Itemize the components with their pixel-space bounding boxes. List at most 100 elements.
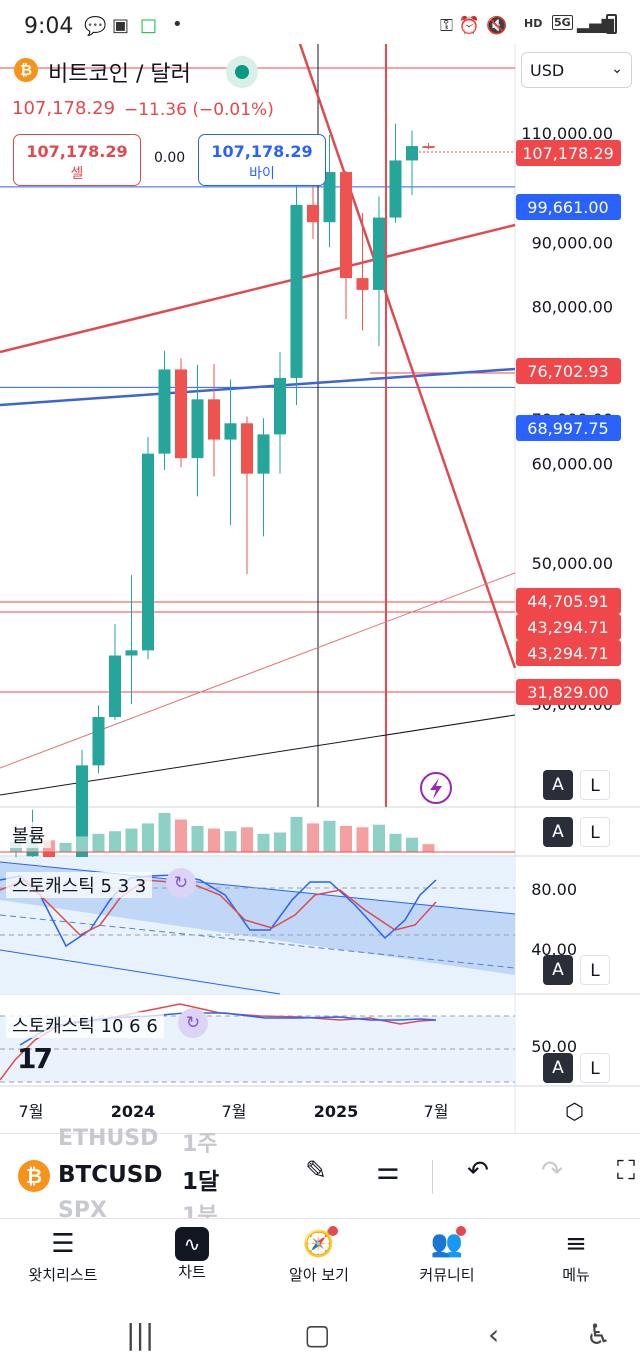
currency-select[interactable]: USD ⌄ <box>521 52 632 88</box>
log-scale-button-stoch1[interactable]: L <box>580 955 610 985</box>
stoch1-d-line <box>0 879 437 936</box>
home-icon[interactable]: ▢ <box>304 1318 331 1351</box>
nav-community[interactable]: 👥 커뮤니티 <box>387 1224 507 1285</box>
price-badge-3 <box>516 415 621 441</box>
draw-pen-icon[interactable]: ✎ <box>305 1156 327 1186</box>
log-scale-button-volume[interactable]: L <box>580 817 610 847</box>
buy-price: 107,178.29 <box>211 142 313 161</box>
candle-body-10 <box>175 369 187 459</box>
fullscreen-icon[interactable]: ⛶ <box>616 1156 636 1186</box>
menu-icon: ≡ <box>565 1229 587 1259</box>
nav-menu[interactable]: ≡ 메뉴 <box>516 1224 636 1285</box>
app-notify-icon: □ <box>140 15 158 36</box>
volume-title[interactable]: 볼륨 <box>6 822 52 848</box>
volume-bar-9 <box>158 813 171 852</box>
volume-bar-25 <box>422 844 435 852</box>
symbol-title[interactable]: 비트코인 / 달러 <box>48 62 191 87</box>
stoch1-level-label-1: 40.00 <box>531 940 577 959</box>
5g-icon: 5G <box>552 15 573 30</box>
community-badge <box>456 1226 466 1236</box>
candle-body-13 <box>224 423 237 440</box>
nav-chart[interactable]: ∿ 차트 <box>132 1224 252 1282</box>
back-icon[interactable]: ‹ <box>488 1318 500 1351</box>
price-badge-label-2: 76,702.93 <box>527 362 608 381</box>
chart-icon: ∿ <box>175 1227 209 1261</box>
undo-icon[interactable]: ↶ <box>467 1156 489 1186</box>
chart-area[interactable]: 110,000.00 90,000.00 80,000.00 60,000.00 50,… <box>0 44 640 1134</box>
recent-apps-icon[interactable]: ||| <box>126 1318 155 1351</box>
price-tick-1: 90,000.00 <box>532 233 613 252</box>
refresh-cycle-icon-2[interactable]: ↻ <box>178 1008 208 1038</box>
time-label-2: 7월 <box>222 1102 247 1121</box>
trendline-red-up <box>0 223 516 354</box>
candle-body-23 <box>389 160 402 218</box>
price-badge-label-7: 31,829.00 <box>527 683 608 702</box>
candle-body-16 <box>274 377 286 435</box>
refresh-cycle-icon[interactable]: ↻ <box>166 868 196 898</box>
nav-menu-label: 메뉴 <box>562 1266 590 1284</box>
volume-bar-13 <box>224 831 237 852</box>
volume-bar-22 <box>373 824 385 852</box>
nav-watchlist[interactable]: ☰ 왓치리스트 <box>3 1224 123 1285</box>
volume-bar-19 <box>323 820 336 852</box>
buy-label: 바이 <box>249 166 275 182</box>
candle-body-5 <box>92 716 105 766</box>
volume-bar-20 <box>340 826 352 852</box>
volume-bar-11 <box>191 826 204 852</box>
candle-body-7 <box>125 650 138 656</box>
volume-bar-4 <box>76 836 88 852</box>
sell-label: 셀 <box>70 166 84 182</box>
price-badge-5 <box>516 614 621 640</box>
candle-body-9 <box>158 369 171 454</box>
candle-body-24 <box>406 146 418 161</box>
explore-badge <box>328 1226 338 1236</box>
accessibility-icon[interactable]: ♿ <box>586 1318 612 1351</box>
volume-bar-18 <box>307 823 319 852</box>
price-badge-7 <box>516 679 621 705</box>
volume-bar-21 <box>356 827 369 852</box>
price-tick-3: 60,000.00 <box>532 455 613 474</box>
volume-bar-16 <box>274 832 286 852</box>
log-scale-button[interactable]: L <box>580 770 610 800</box>
trendline-thin-red <box>0 572 516 769</box>
candle-body-20 <box>340 172 352 279</box>
auto-scale-button-stoch2[interactable]: A <box>543 1053 573 1083</box>
stoch1-channel-mid <box>0 914 516 969</box>
log-scale-button-stoch2[interactable]: L <box>580 1053 610 1083</box>
indicators-sliders-icon[interactable]: ⚌ <box>376 1156 400 1186</box>
auto-scale-button-volume[interactable]: A <box>543 817 573 847</box>
price-badge-label-5: 43,294.71 <box>527 618 608 637</box>
sell-button[interactable]: 107,178.29 셀 <box>13 134 141 186</box>
more-notify-icon: • <box>172 14 183 35</box>
volume-bar-3 <box>59 842 72 852</box>
last-price: 107,178.29 <box>12 98 116 119</box>
currency-value: USD <box>530 61 565 80</box>
chart-settings-hexagon-icon[interactable]: ⬡ <box>565 1100 585 1125</box>
interval-selector[interactable]: 1달 <box>182 1169 220 1195</box>
volume-bar-24 <box>406 837 418 852</box>
price-tick-2: 80,000.00 <box>532 298 613 317</box>
candle-body-11 <box>191 399 204 459</box>
price-badge-label-3: 68,997.75 <box>527 419 608 438</box>
nav-explore-label: 알아 보기 <box>289 1266 349 1284</box>
candle-body-22 <box>373 217 385 290</box>
symbol-selector[interactable]: BTCUSD <box>58 1162 163 1188</box>
price-tick-0: 110,000.00 <box>521 124 613 143</box>
auto-scale-button-stoch1[interactable]: A <box>543 955 573 985</box>
chart-toolbar <box>0 1133 640 1218</box>
auto-scale-button[interactable]: A <box>543 770 573 800</box>
redo-icon[interactable]: ↷ <box>541 1156 563 1186</box>
gallery-icon: ▣ <box>112 15 130 36</box>
stoch1-title[interactable]: 스토캐스틱 5 3 3 <box>6 872 153 898</box>
price-badge-2 <box>516 358 621 384</box>
trendline-blue <box>0 367 516 407</box>
time-label-4: 7월 <box>424 1102 449 1121</box>
stoch1-k-line <box>0 874 437 948</box>
price-badge-6 <box>516 640 621 666</box>
candle-body-12 <box>208 399 220 440</box>
talk-icon: 💬 <box>84 16 107 37</box>
nav-explore[interactable]: 🧭 알아 보기 <box>259 1224 379 1285</box>
buy-button[interactable]: 107,178.29 바이 <box>198 134 326 186</box>
stoch2-title[interactable]: 스토캐스틱 10 6 6 <box>6 1012 164 1038</box>
volume-bar-15 <box>257 833 270 852</box>
